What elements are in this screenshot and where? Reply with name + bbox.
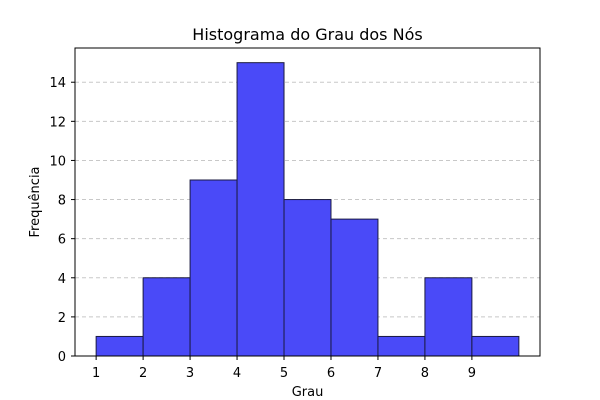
- y-axis-ticks: 0 2 4 6 8 10 12 14: [49, 76, 75, 365]
- x-tick-label: 9: [468, 366, 476, 381]
- histogram-bar: [424, 277, 473, 357]
- x-tick-label: 3: [186, 366, 194, 381]
- x-axis-label: Grau: [292, 385, 324, 400]
- y-tick-label: 6: [58, 233, 66, 248]
- x-axis-ticks: 1 2 3 4 5 6 7 8 9: [92, 356, 476, 381]
- y-tick-label: 0: [58, 350, 66, 365]
- histogram-bar: [471, 335, 520, 357]
- histogram-bar: [189, 179, 238, 357]
- x-tick-label: 1: [92, 366, 100, 381]
- y-tick-label: 4: [58, 272, 66, 287]
- bars: [95, 62, 520, 357]
- y-tick-label: 8: [58, 194, 66, 209]
- histogram-bar: [95, 335, 144, 357]
- x-tick-label: 8: [421, 366, 429, 381]
- chart-title: Histograma do Grau dos Nós: [192, 25, 422, 44]
- y-axis-label: Frequência: [28, 166, 43, 237]
- histogram-bar: [330, 218, 379, 357]
- x-tick-label: 2: [139, 366, 147, 381]
- histogram-bar: [236, 62, 285, 357]
- y-tick-label: 10: [49, 154, 66, 169]
- y-tick-label: 14: [49, 76, 66, 91]
- x-tick-label: 7: [374, 366, 382, 381]
- plot-frame: [74, 47, 541, 357]
- x-tick-label: 5: [280, 366, 288, 381]
- histogram-bar: [142, 277, 191, 357]
- x-tick-label: 4: [233, 366, 241, 381]
- histogram-bar: [377, 335, 426, 357]
- y-tick-label: 2: [58, 311, 66, 326]
- y-tick-label: 12: [49, 115, 66, 130]
- x-tick-label: 6: [327, 366, 335, 381]
- histogram-bar: [283, 199, 332, 357]
